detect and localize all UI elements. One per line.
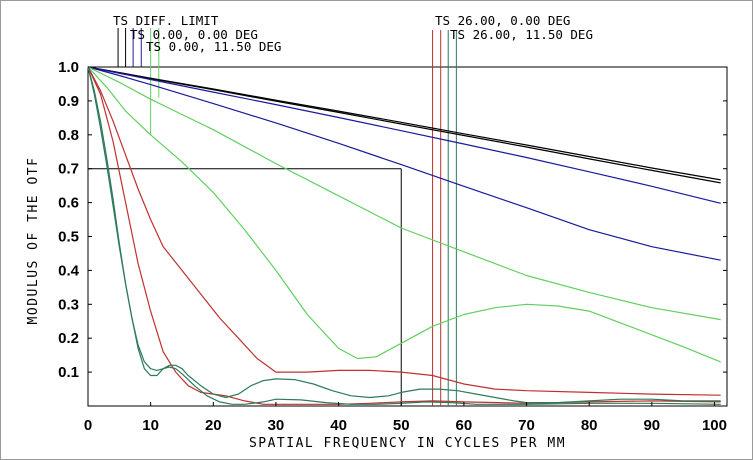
x-axis-ticks: 0 10 20 30 40 50 60 70 80 90 100 — [84, 402, 727, 434]
y-tick-label: 0.3 — [58, 296, 79, 313]
y-axis-title: MODULUS OF THE OTF — [26, 157, 41, 325]
x-tick-label: 0 — [84, 417, 92, 434]
x-tick-label: 80 — [581, 417, 598, 434]
series-line-4 — [87, 66, 721, 261]
x-tick-label: 90 — [643, 417, 660, 434]
y-tick-label: 0.8 — [58, 127, 79, 144]
series-line-8 — [87, 66, 721, 405]
series-line-3 — [87, 66, 721, 204]
y-tick-label: 0.9 — [58, 93, 79, 110]
legend-label: TS DIFF. LIMIT — [113, 13, 219, 28]
x-tick-label: 10 — [142, 417, 159, 434]
series-line-7 — [87, 66, 721, 396]
series-group — [87, 66, 721, 405]
series-line-2 — [87, 66, 721, 184]
y-axis-ticks: 0.1 0.2 0.3 0.4 0.5 0.6 0.7 0.8 0.9 1.0 — [58, 59, 727, 381]
legend-marker-lines — [117, 28, 457, 406]
y-tick-label: 0.6 — [58, 195, 79, 212]
y-tick-label: 0.4 — [58, 262, 80, 279]
y-tick-label: 1.0 — [58, 59, 79, 76]
series-line-10 — [87, 66, 721, 405]
y-tick-label: 0.1 — [58, 364, 79, 381]
x-tick-label: 30 — [268, 417, 285, 434]
legend-label: TS 26.00, 11.50 DEG — [450, 27, 593, 42]
y-tick-label: 0.5 — [58, 229, 79, 246]
reference-lines — [88, 168, 402, 406]
x-tick-label: 60 — [456, 417, 473, 434]
legend-label: TS 0.00, 11.50 DEG — [146, 39, 281, 54]
series-line-5 — [87, 66, 721, 321]
x-tick-label: 40 — [330, 417, 347, 434]
x-tick-label: 20 — [205, 417, 222, 434]
x-tick-label: 70 — [518, 417, 535, 434]
legend-label: TS 0.00, 0.00 DEG — [130, 27, 258, 42]
x-axis-title: SPATIAL FREQUENCY IN CYCLES PER MM — [249, 436, 566, 451]
series-line-6 — [87, 66, 721, 363]
y-tick-label: 0.7 — [58, 161, 79, 178]
y-tick-label: 0.2 — [58, 330, 79, 347]
x-tick-label: 100 — [702, 417, 727, 434]
legend-label: TS 26.00, 0.00 DEG — [435, 13, 570, 28]
x-tick-label: 50 — [393, 417, 410, 434]
